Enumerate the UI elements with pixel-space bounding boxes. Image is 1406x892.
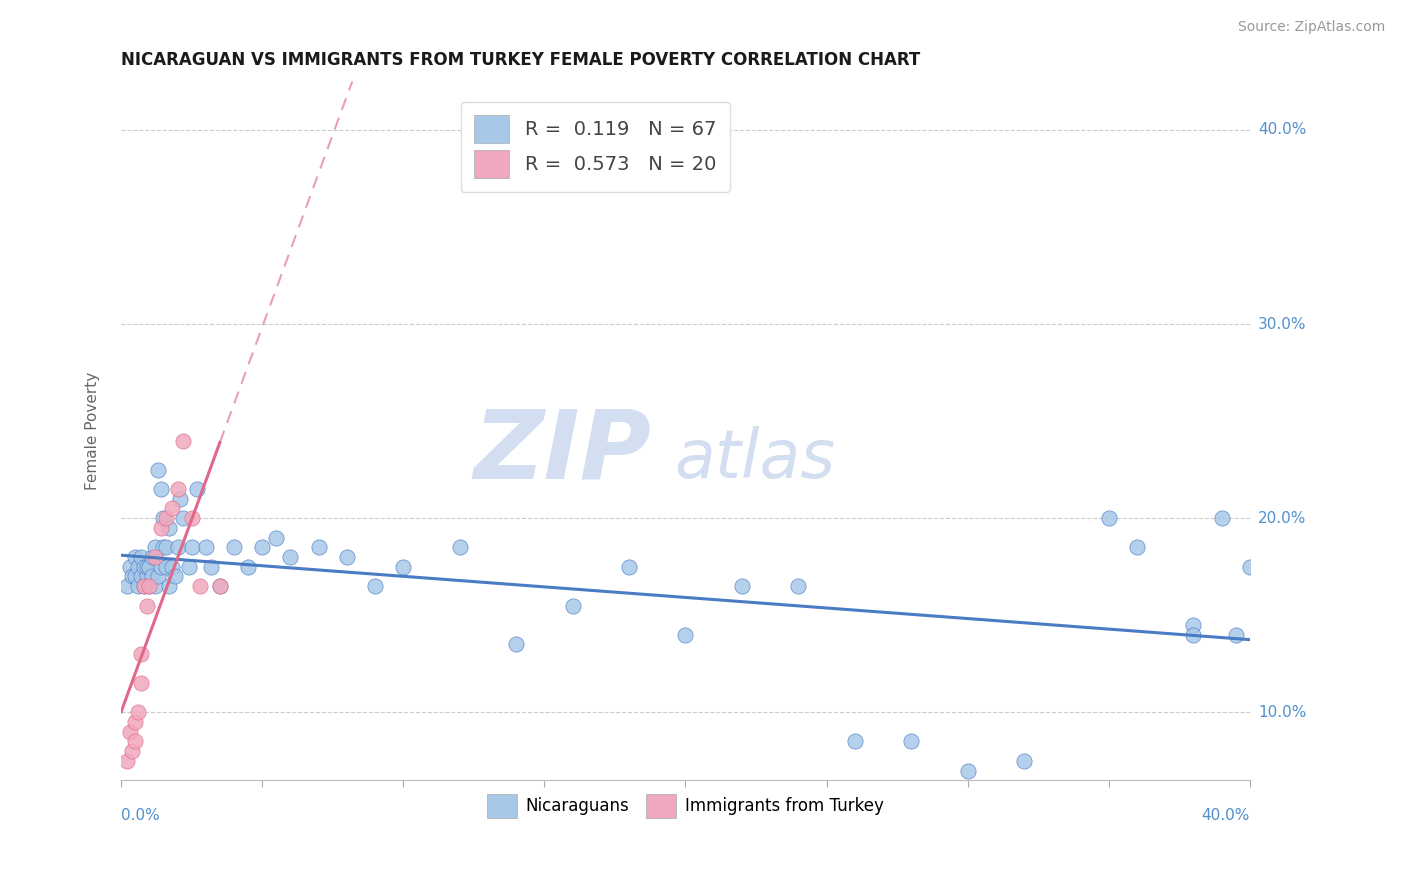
- Point: [1239, 559, 1261, 574]
- Point: [163, 569, 186, 583]
- Point: [561, 599, 583, 613]
- Point: [200, 559, 222, 574]
- Y-axis label: Female Poverty: Female Poverty: [86, 372, 100, 490]
- Point: [169, 491, 191, 506]
- Point: [392, 559, 415, 574]
- Point: [149, 521, 172, 535]
- Point: [236, 559, 259, 574]
- Point: [166, 541, 188, 555]
- Point: [138, 579, 160, 593]
- Point: [1182, 618, 1205, 632]
- Point: [1182, 628, 1205, 642]
- Text: 0.0%: 0.0%: [121, 808, 160, 823]
- Point: [177, 559, 200, 574]
- Point: [180, 541, 202, 555]
- Point: [172, 511, 194, 525]
- Point: [160, 501, 183, 516]
- Point: [121, 744, 143, 758]
- Point: [186, 482, 208, 496]
- Point: [127, 559, 149, 574]
- Point: [129, 676, 152, 690]
- Point: [844, 734, 866, 748]
- Point: [124, 569, 146, 583]
- Point: [124, 734, 146, 748]
- Point: [141, 549, 163, 564]
- Text: 20.0%: 20.0%: [1258, 511, 1306, 525]
- Legend: Nicaraguans, Immigrants from Turkey: Nicaraguans, Immigrants from Turkey: [481, 788, 890, 824]
- Point: [364, 579, 387, 593]
- Point: [1012, 754, 1035, 768]
- Point: [250, 541, 273, 555]
- Point: [124, 714, 146, 729]
- Point: [208, 579, 231, 593]
- Text: ZIP: ZIP: [474, 405, 651, 499]
- Text: 10.0%: 10.0%: [1258, 705, 1306, 720]
- Point: [129, 549, 152, 564]
- Point: [149, 482, 172, 496]
- Point: [135, 569, 157, 583]
- Text: 30.0%: 30.0%: [1258, 317, 1306, 332]
- Point: [141, 569, 163, 583]
- Point: [118, 559, 141, 574]
- Point: [449, 541, 471, 555]
- Point: [138, 579, 160, 593]
- Point: [155, 541, 177, 555]
- Point: [138, 559, 160, 574]
- Point: [132, 579, 155, 593]
- Point: [166, 482, 188, 496]
- Text: NICARAGUAN VS IMMIGRANTS FROM TURKEY FEMALE POVERTY CORRELATION CHART: NICARAGUAN VS IMMIGRANTS FROM TURKEY FEM…: [121, 51, 921, 69]
- Point: [731, 579, 754, 593]
- Point: [180, 511, 202, 525]
- Point: [280, 549, 302, 564]
- Text: 40.0%: 40.0%: [1202, 808, 1250, 823]
- Point: [787, 579, 810, 593]
- Point: [118, 724, 141, 739]
- Point: [505, 637, 527, 651]
- Point: [132, 559, 155, 574]
- Point: [900, 734, 922, 748]
- Point: [266, 531, 288, 545]
- Point: [155, 511, 177, 525]
- Point: [157, 579, 180, 593]
- Point: [675, 628, 697, 642]
- Point: [115, 754, 138, 768]
- Point: [129, 569, 152, 583]
- Text: atlas: atlas: [675, 425, 835, 491]
- Point: [124, 549, 146, 564]
- Point: [222, 541, 245, 555]
- Point: [115, 579, 138, 593]
- Point: [152, 511, 174, 525]
- Point: [157, 521, 180, 535]
- Point: [188, 579, 211, 593]
- Point: [146, 569, 169, 583]
- Point: [146, 463, 169, 477]
- Point: [160, 559, 183, 574]
- Point: [143, 579, 166, 593]
- Point: [194, 541, 217, 555]
- Point: [336, 549, 359, 564]
- Point: [1126, 541, 1149, 555]
- Point: [143, 549, 166, 564]
- Point: [129, 647, 152, 661]
- Point: [1211, 511, 1233, 525]
- Point: [308, 541, 330, 555]
- Point: [208, 579, 231, 593]
- Point: [617, 559, 640, 574]
- Point: [127, 579, 149, 593]
- Point: [132, 579, 155, 593]
- Text: Source: ZipAtlas.com: Source: ZipAtlas.com: [1237, 20, 1385, 34]
- Point: [956, 764, 979, 778]
- Point: [149, 559, 172, 574]
- Point: [127, 706, 149, 720]
- Point: [1225, 628, 1247, 642]
- Point: [1098, 511, 1121, 525]
- Point: [172, 434, 194, 448]
- Point: [135, 599, 157, 613]
- Point: [152, 541, 174, 555]
- Point: [135, 559, 157, 574]
- Point: [155, 559, 177, 574]
- Point: [143, 541, 166, 555]
- Point: [121, 569, 143, 583]
- Text: 40.0%: 40.0%: [1258, 122, 1306, 137]
